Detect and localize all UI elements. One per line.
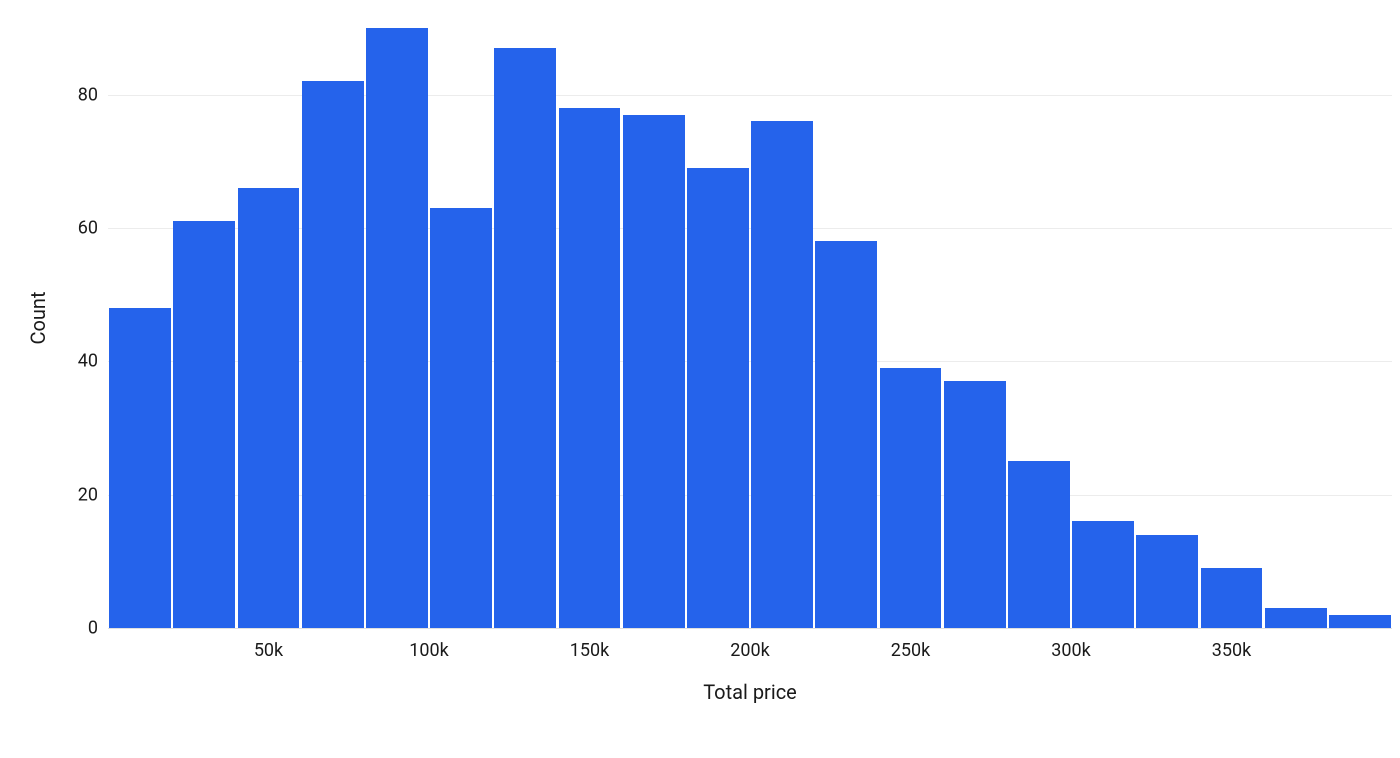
gridline bbox=[108, 228, 1392, 229]
histogram-bar bbox=[623, 115, 685, 628]
gridline bbox=[108, 361, 1392, 362]
x-tick-label: 200k bbox=[730, 628, 769, 661]
histogram-bar bbox=[687, 168, 749, 628]
histogram-bar bbox=[494, 48, 556, 628]
plot-area: 02040608050k100k150k200k250k300k350k bbox=[108, 8, 1392, 628]
y-axis-label: Count bbox=[26, 291, 50, 344]
x-tick-label: 100k bbox=[409, 628, 448, 661]
histogram-bar bbox=[1201, 568, 1263, 628]
y-tick-label: 40 bbox=[78, 351, 108, 372]
histogram-chart: 02040608050k100k150k200k250k300k350k Cou… bbox=[0, 0, 1400, 758]
histogram-bar bbox=[1265, 608, 1327, 628]
x-tick-label: 150k bbox=[570, 628, 609, 661]
histogram-bar bbox=[430, 208, 492, 628]
histogram-bar bbox=[1072, 521, 1134, 628]
y-tick-label: 60 bbox=[78, 218, 108, 239]
y-tick-label: 80 bbox=[78, 84, 108, 105]
gridline bbox=[108, 95, 1392, 96]
x-tick-label: 300k bbox=[1051, 628, 1090, 661]
histogram-bar bbox=[1008, 461, 1070, 628]
histogram-bar bbox=[559, 108, 621, 628]
x-tick-label: 50k bbox=[254, 628, 283, 661]
gridline bbox=[108, 495, 1392, 496]
histogram-bar bbox=[880, 368, 942, 628]
y-tick-label: 20 bbox=[78, 484, 108, 505]
histogram-bar bbox=[173, 221, 235, 628]
histogram-bar bbox=[815, 241, 877, 628]
histogram-bar bbox=[1329, 615, 1391, 628]
histogram-bar bbox=[366, 28, 428, 628]
x-tick-label: 250k bbox=[891, 628, 930, 661]
histogram-bar bbox=[109, 308, 171, 628]
y-tick-label: 0 bbox=[88, 618, 108, 639]
histogram-bar bbox=[302, 81, 364, 628]
x-axis-label: Total price bbox=[703, 680, 797, 704]
histogram-bar bbox=[751, 121, 813, 628]
histogram-bar bbox=[238, 188, 300, 628]
histogram-bar bbox=[1136, 535, 1198, 628]
histogram-bar bbox=[944, 381, 1006, 628]
x-tick-label: 350k bbox=[1212, 628, 1251, 661]
